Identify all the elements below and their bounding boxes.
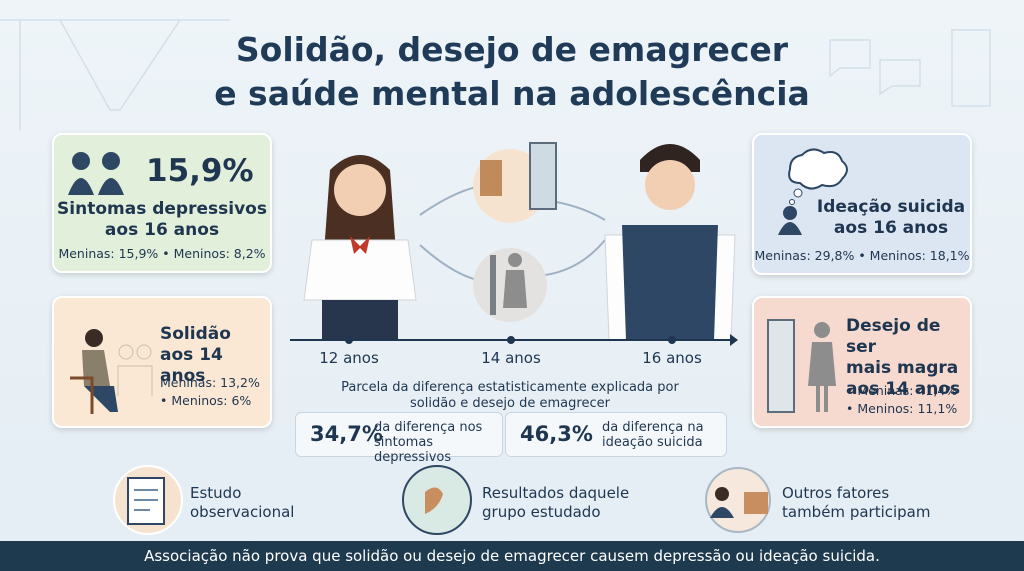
timeline-label: 12 anos [319, 349, 379, 367]
note: Estudo observacional [190, 484, 295, 521]
details: Meninas: 13,2% • Meninos: 6% [160, 375, 260, 408]
people-icon [68, 152, 124, 195]
note: Outros fatores também participam [782, 484, 931, 521]
mirror-icon [767, 319, 836, 413]
explained-item: 46,3% da diferença na ideação suicida [505, 412, 727, 457]
title: Solidão, desejo de emagrecer e saúde ment… [214, 30, 810, 113]
timeline-label: 14 anos [481, 349, 541, 367]
stat: 15,9% [146, 153, 254, 189]
text: da diferença na ideação suicida [602, 420, 704, 450]
disclaimer-banner: Associação não prova que solidão ou dese… [0, 541, 1024, 571]
label: Sintomas depressivos aos 16 anos [57, 199, 267, 240]
explained-heading: Parcela da diferença estatisticamente ex… [341, 380, 679, 411]
alone-icon [70, 329, 153, 414]
thinness-card: Desejo de ser mais magra aos 14 anos • Men… [752, 296, 972, 428]
thought-icon [778, 148, 848, 235]
label: Desejo de ser mais magra aos 14 anos [846, 316, 961, 399]
value: 34,7% [310, 422, 383, 446]
details: Meninas: 15,9% • Meninos: 8,2% [58, 246, 266, 261]
label: Solidão aos 14 anos [160, 324, 231, 386]
text: da diferença nos sintomas depressivos [374, 420, 483, 465]
ideation-card: Ideação suicida aos 16 anos Meninas: 29,8… [752, 133, 972, 275]
explained-item: 34,7% da diferença nos sintomas depressiv… [295, 412, 503, 465]
details: • Meninas: 41,4% • Meninos: 11,1% [846, 383, 958, 416]
note: Resultados daquele grupo estudado [482, 484, 630, 521]
depression-card: 15,9% Sintomas depressivos aos 16 anos Me… [52, 133, 272, 273]
details: Meninas: 29,8% • Meninos: 18,1% [754, 248, 970, 263]
value: 46,3% [520, 422, 593, 446]
loneliness-card: Solidão aos 14 anos Meninas: 13,2% • Menin… [52, 296, 272, 428]
timeline-label: 16 anos [642, 349, 702, 367]
note-icons [113, 465, 771, 535]
label: Ideação suicida aos 16 anos [816, 197, 966, 238]
